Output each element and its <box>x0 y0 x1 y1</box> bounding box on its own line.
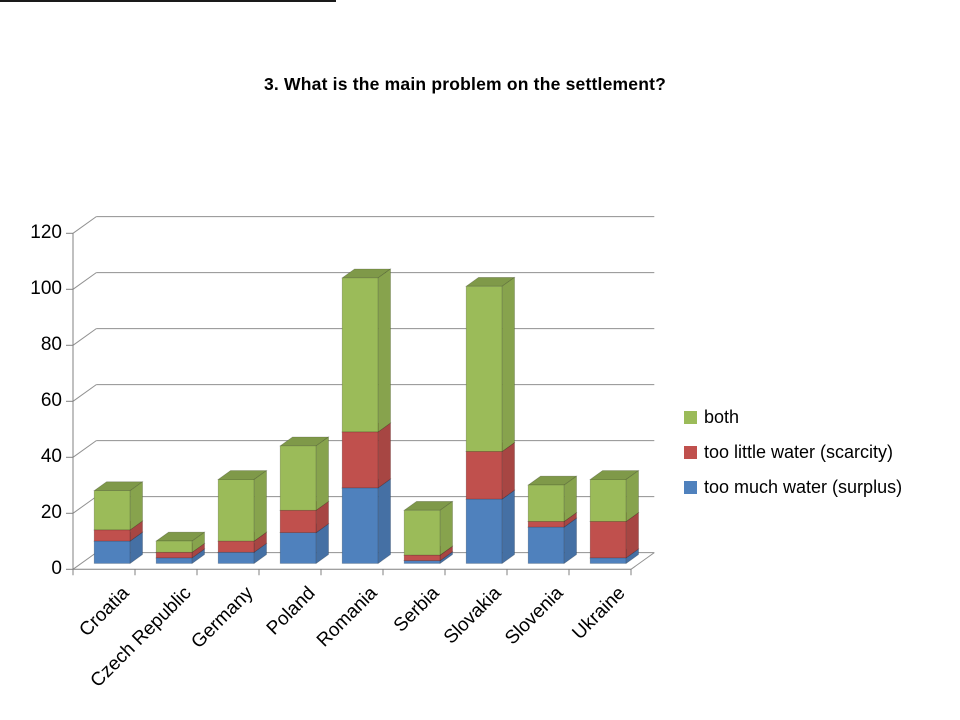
gridline-slant <box>72 216 97 234</box>
legend-label: too little water (scarcity) <box>704 441 894 462</box>
y-axis-label-0: 0 <box>51 558 62 580</box>
bar-side-czech-republic-both <box>191 531 205 553</box>
gridline-slant <box>72 496 97 514</box>
gridline-slant <box>72 384 97 402</box>
top-edge-line <box>0 0 336 2</box>
bar-segment-germany-scarcity <box>217 540 255 553</box>
bar-segment-slovenia-both <box>527 484 565 522</box>
legend-swatch <box>684 480 697 494</box>
chart-title: 3. What is the main problem on the settl… <box>263 74 667 94</box>
legend-label: both <box>704 406 740 427</box>
bar-segment-slovenia-surplus <box>527 526 565 564</box>
y-axis-label-120: 120 <box>30 222 62 244</box>
y-axis-label-40: 40 <box>40 446 62 468</box>
bar-side-slovenia-scarcity <box>563 511 577 528</box>
bar-segment-romania-scarcity <box>341 431 379 489</box>
bar-segment-czech-republic-surplus <box>155 557 193 564</box>
bar-segment-germany-surplus <box>217 551 255 564</box>
bar-segment-ukraine-surplus <box>589 557 627 564</box>
bar-segment-poland-surplus <box>279 532 317 564</box>
bar-side-germany-both <box>253 469 267 542</box>
bar-side-slovakia-surplus <box>501 489 515 565</box>
bar-side-ukraine-scarcity <box>625 511 639 559</box>
bar-segment-serbia-surplus <box>403 560 441 564</box>
bar-side-croatia-scarcity <box>129 520 143 542</box>
legend-swatch <box>684 410 697 424</box>
bar-segment-slovenia-scarcity <box>527 521 565 528</box>
gridline-slant <box>72 552 97 570</box>
bar-side-romania-surplus <box>377 478 391 565</box>
bar-segment-romania-both <box>341 277 379 433</box>
y-axis-label-20: 20 <box>40 502 62 524</box>
bar-segment-romania-surplus <box>341 487 379 564</box>
bar-segment-croatia-surplus <box>93 540 131 564</box>
bar-segment-croatia-both <box>93 490 131 531</box>
bar-segment-czech-republic-scarcity <box>155 551 193 559</box>
bar-side-poland-both <box>315 436 329 511</box>
gridline-slant <box>72 328 97 346</box>
bar-segment-poland-both <box>279 445 317 511</box>
bar-segment-croatia-scarcity <box>93 529 131 542</box>
bar-side-ukraine-surplus <box>625 548 639 565</box>
bar-side-czech-republic-surplus <box>191 548 205 565</box>
bar-segment-serbia-scarcity <box>403 554 441 562</box>
bar-segment-ukraine-scarcity <box>589 521 627 559</box>
bar-segment-slovakia-surplus <box>465 498 503 564</box>
gridline-slant <box>72 272 97 290</box>
y-axis-label-80: 80 <box>40 334 62 356</box>
bar-segment-germany-both <box>217 479 255 542</box>
bar-side-slovenia-both <box>563 475 577 523</box>
legend-label: too much water (surplus) <box>704 476 903 497</box>
bar-side-romania-both <box>377 268 391 433</box>
bar-side-slovakia-both <box>501 276 515 453</box>
bar-segment-czech-republic-both <box>155 540 193 553</box>
legend-swatch <box>684 445 697 459</box>
bar-segment-ukraine-both <box>589 479 627 522</box>
bar-side-romania-scarcity <box>377 422 391 489</box>
legend-item-too: too little water (scarcity) <box>684 442 954 462</box>
bar-segment-serbia-both <box>403 509 441 556</box>
chart-legend: both too little water (scarcity) too much … <box>684 407 954 512</box>
legend-item-both: both <box>684 407 954 427</box>
bar-segment-slovakia-scarcity <box>465 451 503 500</box>
bar-side-croatia-both <box>129 481 143 531</box>
floor-right-edge <box>630 552 655 570</box>
bar-segment-poland-scarcity <box>279 509 317 534</box>
bar-side-ukraine-both <box>625 469 639 523</box>
legend-item-too: too much water (surplus) <box>684 477 954 497</box>
y-axis-label-60: 60 <box>40 390 62 412</box>
bar-side-serbia-both <box>439 500 453 556</box>
gridline-slant <box>72 440 97 458</box>
bar-segment-slovakia-both <box>465 285 503 452</box>
bar-side-slovakia-scarcity <box>501 441 515 500</box>
y-axis-label-100: 100 <box>30 278 62 300</box>
